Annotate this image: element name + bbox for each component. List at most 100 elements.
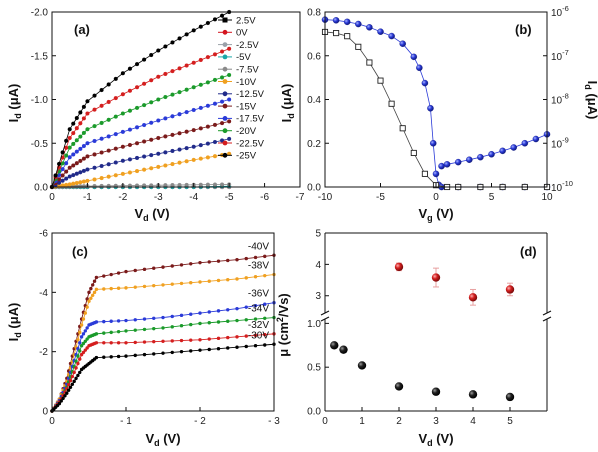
panel-a-point (198, 57, 203, 62)
panel-a-point (74, 116, 79, 121)
panel-a-point (156, 97, 161, 102)
panel-c-x-tick-label: - 3 (268, 416, 280, 427)
panel-c-point (78, 357, 82, 361)
panel-a-point (177, 131, 182, 136)
panel-a-point (191, 144, 196, 149)
panel-a-point (106, 82, 111, 87)
panel-a-point (113, 96, 118, 101)
panel-d-x-tick-label: 1 (359, 416, 365, 427)
panel-a-point (177, 36, 182, 41)
panel-d-point (431, 387, 441, 396)
panel-a-point (156, 151, 161, 156)
panel-a-point (227, 119, 232, 124)
panel-c-point (94, 332, 99, 336)
panel-d-point (330, 341, 339, 350)
panel-c-point (70, 374, 75, 379)
panel-a-point (212, 182, 218, 187)
panel-a-point (74, 126, 79, 131)
panel-c-point (244, 305, 248, 309)
panel-a-point (198, 156, 203, 161)
panel-c-point (263, 316, 267, 320)
panel-a-legend-marker (222, 66, 228, 72)
panel-b-point (388, 32, 395, 40)
panel-a-point (71, 152, 76, 157)
panel-a-point (81, 116, 86, 121)
panel-c-point (152, 316, 156, 320)
panel-a-legend-label: -20V (236, 126, 257, 137)
panel-c-y-tick-label: 0 (42, 407, 48, 418)
panel-a-point (120, 111, 125, 116)
panel-b-y-right-title: Id (μA) (583, 81, 598, 120)
panel-a-series-8 (49, 97, 232, 190)
panel-a-point (67, 165, 72, 170)
panel-b-y-tick-label-right: 10-9 (551, 135, 569, 150)
panel-c-point (87, 299, 91, 303)
panel-c-point (79, 323, 84, 327)
panel-a-point (212, 52, 218, 57)
panel-a-point (156, 48, 161, 53)
panel-c-point (83, 329, 88, 333)
panel-a-point (205, 55, 210, 60)
panel-c-point (81, 332, 86, 336)
panel-d-break-mark-right (542, 310, 552, 316)
panel-a-y-tick-label: 0.0 (34, 183, 48, 194)
panel-a-point (170, 148, 175, 154)
panel-d-y-tick-label: 0.0 (307, 407, 321, 418)
panel-a-legend-marker (222, 79, 228, 84)
panel-b-point (366, 59, 373, 66)
panel-a-label: (a) (74, 22, 90, 37)
panel-c-point (91, 293, 95, 297)
panel-a-point (220, 13, 225, 18)
panel-b-point (438, 162, 445, 170)
panel-a-x-tick-label: -1 (83, 192, 92, 203)
panel-c-point (109, 319, 113, 323)
panel-a-x-tick-label: 0 (49, 192, 55, 203)
panel-c-point (74, 366, 78, 370)
panel-c-point (216, 320, 221, 324)
panel-b-y-tick-label-right: 10-6 (551, 4, 569, 19)
panel-c-point (189, 312, 193, 316)
panel-a-legend-label: -15V (236, 101, 257, 112)
panel-c-point (207, 337, 211, 341)
panel-a-point (78, 146, 83, 151)
panel-a-point (92, 152, 97, 157)
panel-a-legend-marker (222, 42, 228, 47)
panel-a-legend-marker (222, 152, 228, 158)
panel-a-point (67, 174, 72, 179)
panel-a-point (177, 90, 182, 95)
panel-c-point (198, 311, 202, 315)
panel-a-point (85, 154, 90, 159)
panel-b-point (332, 17, 340, 24)
panel-b-point (477, 153, 484, 161)
panel-b-point (427, 105, 434, 112)
panel-a-point (156, 118, 161, 123)
panel-c-point (133, 268, 137, 273)
panel-a-x-tick-label: -2 (118, 192, 127, 203)
panel-a-point (78, 110, 83, 115)
panel-b-series-1 (321, 28, 551, 191)
panel-c-point (226, 335, 230, 340)
panel-c-point (87, 290, 91, 295)
panel-c-y-tick-label: -6 (39, 229, 48, 240)
panel-a-point (113, 132, 118, 137)
panel-c-point (72, 379, 76, 384)
panel-c-point (152, 339, 156, 344)
panel-a-legend-label: -5V (236, 52, 251, 63)
panel-c-point (170, 282, 174, 286)
panel-a-point (205, 124, 210, 129)
panel-d-y-tick-label: 3 (315, 291, 321, 302)
panel-a-series-9 (49, 72, 232, 190)
panel-a-point (184, 87, 189, 92)
panel-b-point (416, 64, 423, 72)
panel-a-x-title: Vd (V) (134, 206, 169, 223)
panel-d-y-title: μ (cm2/Vs) (275, 293, 291, 357)
panel-d-series-1 (394, 262, 515, 306)
panel-c-point (216, 259, 221, 263)
panel-a-point (113, 114, 118, 119)
panel-a-point (177, 147, 182, 152)
panel-a-legend-marker (222, 91, 228, 97)
panel-a-point (191, 157, 196, 162)
panel-c-point (70, 382, 75, 386)
panel-a-point (81, 130, 86, 135)
panel-a-point (74, 180, 79, 186)
